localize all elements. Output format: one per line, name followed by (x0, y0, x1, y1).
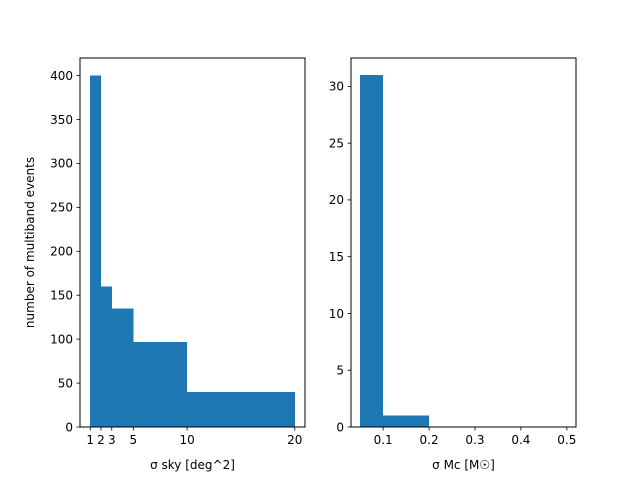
right-histogram-panel: 0.1 0.2 0.3 0.4 0.5 0 5 10 15 20 25 30 σ Mc [M☉] (329, 57, 577, 472)
right-y-tick-label-6: 30 (329, 80, 344, 94)
right-x-tick-label-2: 0.3 (465, 433, 484, 447)
left-y-tick-label-0: 0 (65, 420, 73, 434)
right-y-tick-label-1: 5 (336, 364, 344, 378)
left-axes-frame (79, 57, 306, 428)
left-bar-2 (111, 308, 134, 427)
left-x-tick-label-5: 20 (287, 433, 302, 447)
right-x-tick-label-1: 0.2 (420, 433, 439, 447)
right-axes-frame (350, 57, 577, 428)
left-bar-1 (100, 286, 112, 427)
left-y-ticks: 0 50 100 150 200 250 300 350 400 (50, 69, 80, 434)
right-y-tick-label-2: 10 (329, 307, 344, 321)
left-y-tick-label-1: 50 (58, 376, 73, 390)
right-y-tick-label-5: 25 (329, 136, 344, 150)
right-y-tick-label-4: 20 (329, 193, 344, 207)
left-y-tick-label-5: 250 (50, 201, 73, 215)
left-y-tick-label-7: 350 (50, 113, 73, 127)
left-y-tick-label-2: 100 (50, 332, 73, 346)
right-x-tick-label-4: 0.5 (557, 433, 576, 447)
left-x-ticks: 1 2 3 5 10 20 (86, 427, 302, 447)
right-x-axis-label: σ Mc [M☉] (432, 458, 495, 472)
right-y-ticks: 0 5 10 15 20 25 30 (329, 80, 351, 434)
right-x-ticks: 0.1 0.2 0.3 0.4 0.5 (374, 427, 576, 447)
left-bar-0 (90, 75, 101, 428)
right-bars (360, 75, 430, 428)
left-x-tick-label-1: 2 (97, 433, 105, 447)
left-x-axis-label: σ sky [deg^2] (150, 458, 235, 472)
left-y-tick-label-3: 150 (50, 289, 73, 303)
right-y-tick-label-0: 0 (336, 420, 344, 434)
left-x-tick-label-3: 5 (129, 433, 137, 447)
left-histogram-panel: 1 2 3 5 10 20 0 50 100 150 200 250 300 350 400 σ sky … (23, 57, 306, 472)
left-y-tick-label-6: 300 (50, 157, 73, 171)
left-y-axis-label: number of multiband events (23, 157, 37, 328)
right-x-tick-label-3: 0.4 (511, 433, 530, 447)
left-bar-4 (187, 391, 295, 427)
right-x-tick-label-0: 0.1 (374, 433, 393, 447)
right-y-tick-label-3: 15 (329, 250, 344, 264)
left-bars (90, 75, 295, 428)
left-bar-3 (133, 341, 188, 427)
right-bar-0 (360, 75, 384, 428)
left-y-tick-label-8: 400 (50, 69, 73, 83)
left-x-tick-label-4: 10 (179, 433, 194, 447)
left-x-tick-label-2: 3 (108, 433, 116, 447)
left-y-tick-label-4: 200 (50, 245, 73, 259)
right-bar-1 (383, 415, 430, 427)
left-x-tick-label-0: 1 (86, 433, 94, 447)
